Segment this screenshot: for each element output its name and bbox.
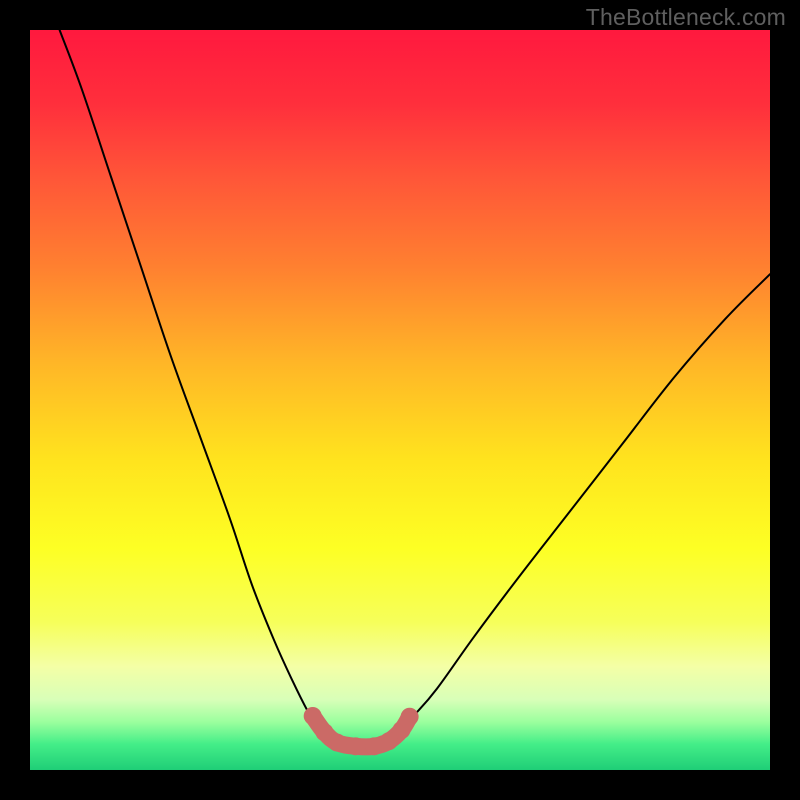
canvas-frame: TheBottleneck.com	[0, 0, 800, 800]
trough-dot	[304, 707, 322, 725]
trough-dot	[401, 708, 419, 726]
trough-dot	[347, 737, 365, 755]
trough-dot	[328, 734, 346, 752]
watermark-text: TheBottleneck.com	[586, 4, 786, 31]
bottleneck-chart	[0, 0, 800, 800]
chart-background	[30, 30, 770, 770]
